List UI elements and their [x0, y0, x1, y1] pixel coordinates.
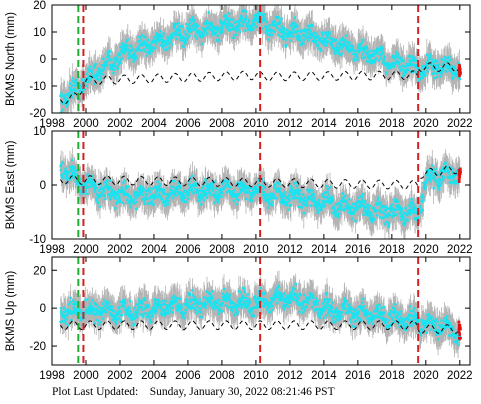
- x-tick-label: 2022: [447, 370, 473, 382]
- y-tick-label: 20: [33, 0, 46, 12]
- data-points: [59, 9, 461, 113]
- x-tick-label: 2008: [209, 118, 235, 130]
- x-tick-label: 2016: [345, 118, 371, 130]
- x-tick-label: 2010: [243, 370, 269, 382]
- x-tick-label: 2004: [141, 118, 167, 130]
- x-tick-label: 1998: [39, 370, 65, 382]
- x-tick-label: 1998: [39, 244, 65, 256]
- x-tick-label: 2000: [73, 118, 99, 130]
- x-tick-label: 2004: [141, 370, 167, 382]
- x-tick-label: 2022: [447, 244, 473, 256]
- data-points: [59, 158, 462, 229]
- plot-area: [59, 147, 462, 239]
- x-tick-label: 2012: [277, 244, 303, 256]
- x-tick-label: 2006: [175, 370, 201, 382]
- x-tick-label: 2020: [413, 244, 439, 256]
- plot-area: [59, 270, 462, 359]
- error-bars: [60, 147, 461, 239]
- x-tick-label: 2014: [311, 244, 337, 256]
- x-tick-label: 2014: [311, 370, 337, 382]
- y-tick-label: 0: [40, 303, 46, 315]
- data-points: [59, 282, 462, 346]
- y-tick-label: -10: [29, 234, 46, 246]
- x-tick-label: 2002: [107, 244, 133, 256]
- x-tick-label: 2022: [447, 118, 473, 130]
- x-tick-label: 2010: [243, 244, 269, 256]
- y-tick-label: 20: [33, 265, 46, 277]
- x-tick-label: 2018: [379, 118, 405, 130]
- y-tick-label: -20: [29, 341, 46, 353]
- y-tick-label: 10: [33, 126, 46, 138]
- x-tick-label: 2002: [107, 370, 133, 382]
- x-tick-label: 2020: [413, 118, 439, 130]
- recent-points: [457, 167, 462, 183]
- y-tick-label: 0: [40, 54, 46, 66]
- x-tick-label: 2006: [175, 118, 201, 130]
- x-tick-label: 2010: [243, 118, 269, 130]
- x-tick-label: 2012: [277, 118, 303, 130]
- x-tick-label: 2008: [209, 370, 235, 382]
- recent-points: [457, 320, 462, 341]
- plot-updated-footer: Plot Last Updated: Sunday, January 30, 2…: [52, 386, 335, 398]
- y-tick-label: -10: [29, 81, 46, 93]
- y-axis-label: BKMS East (mm): [5, 140, 17, 229]
- x-tick-label: 2018: [379, 370, 405, 382]
- x-tick-label: 2002: [107, 118, 133, 130]
- x-tick-label: 2016: [345, 370, 371, 382]
- panel-frame: [51, 256, 471, 366]
- x-tick-label: 2016: [345, 244, 371, 256]
- x-tick-label: 2000: [73, 244, 99, 256]
- x-tick-label: 2006: [175, 244, 201, 256]
- y-axis-label: BKMS Up (mm): [5, 271, 17, 352]
- x-tick-label: 1998: [39, 118, 65, 130]
- x-tick-label: 2014: [311, 118, 337, 130]
- footer-timestamp: Sunday, January 30, 2022 08:21:46 PST: [149, 386, 335, 398]
- recent-points: [457, 63, 462, 78]
- model-curve: [60, 320, 461, 334]
- panel-3: -20 0 20 1998 2000 2002 2004 2006 2008 2010 2012 20…: [5, 256, 473, 382]
- panel-2: -10 0 10 1998 2000 2002 2004 2006 2008 2010 2012 20…: [5, 126, 473, 256]
- x-tick-label: 2012: [277, 370, 303, 382]
- y-axis-label: BKMS North (mm): [5, 12, 17, 106]
- y-tick-label: -20: [29, 108, 46, 120]
- x-tick-label: 2020: [413, 370, 439, 382]
- x-tick-label: 2008: [209, 244, 235, 256]
- x-tick-label: 2018: [379, 244, 405, 256]
- x-tick-label: 2000: [73, 370, 99, 382]
- y-tick-label: 10: [33, 27, 46, 39]
- y-tick-label: 0: [40, 180, 46, 192]
- footer-label: Plot Last Updated:: [52, 386, 139, 398]
- panel-1: -20 -10 0 10 20 1998 2000 2002 2004 2006 2008 2010 2…: [5, 0, 473, 130]
- x-tick-label: 2004: [141, 244, 167, 256]
